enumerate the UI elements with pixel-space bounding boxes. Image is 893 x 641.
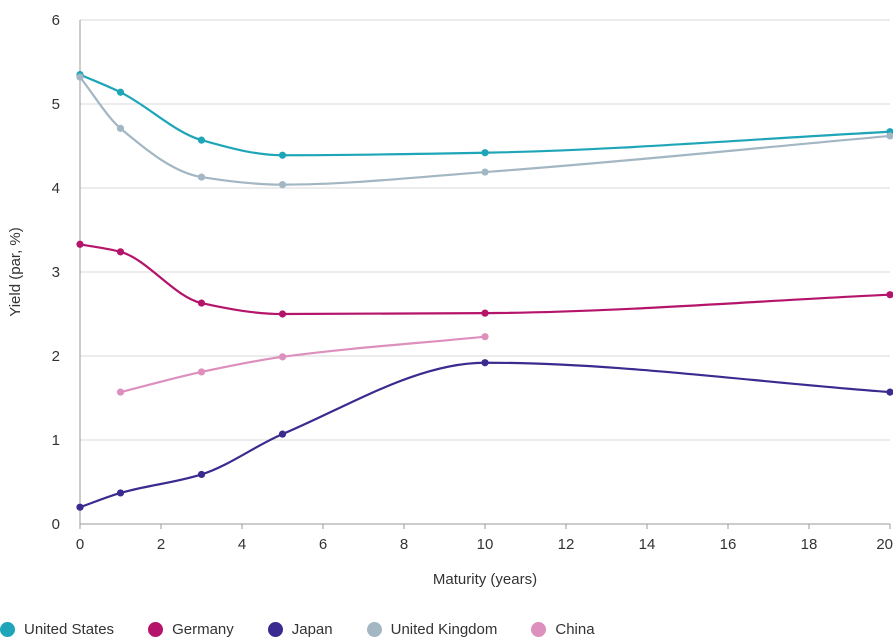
legend-label: Germany xyxy=(172,620,234,638)
data-point-japan xyxy=(481,359,489,367)
series-united-kingdom xyxy=(76,73,893,189)
x-tick-label: 18 xyxy=(801,536,818,553)
data-point-japan xyxy=(886,388,893,396)
legend-marker xyxy=(366,621,382,637)
data-point-united-states xyxy=(197,136,206,144)
data-point-united-states xyxy=(116,88,125,96)
y-axis-title: Yield (par, %) xyxy=(7,227,24,316)
legend-label: Japan xyxy=(291,620,333,638)
data-point-china xyxy=(481,333,489,341)
x-tick-label: 20 xyxy=(876,536,893,553)
data-point-united-kingdom xyxy=(116,124,125,132)
legend-marker xyxy=(148,621,164,637)
y-tick-label: 4 xyxy=(52,180,60,197)
data-point-united-kingdom xyxy=(886,132,893,140)
series-lines xyxy=(76,71,893,511)
data-point-germany xyxy=(116,248,125,256)
legend-label: United Kingdom xyxy=(390,620,498,638)
series-line-china xyxy=(120,335,486,394)
data-point-united-states xyxy=(278,151,287,159)
data-point-japan xyxy=(278,430,287,438)
x-tick-label: 4 xyxy=(238,536,246,553)
x-axis-title: Maturity (years) xyxy=(433,571,537,588)
x-tick-label: 0 xyxy=(76,536,84,553)
series-japan xyxy=(76,359,893,511)
data-point-united-kingdom xyxy=(278,181,287,189)
legend-item-china: China xyxy=(531,620,595,638)
series-line-united-kingdom xyxy=(79,76,891,186)
y-tick-label: 1 xyxy=(52,432,60,449)
data-point-china xyxy=(116,388,125,396)
x-tick-label: 2 xyxy=(157,536,165,553)
axes xyxy=(79,20,891,529)
gridlines xyxy=(80,19,890,441)
x-tick-label: 10 xyxy=(477,536,494,553)
data-point-japan xyxy=(116,489,125,497)
data-point-germany xyxy=(481,309,489,317)
y-tick-label: 5 xyxy=(52,96,60,113)
series-line-germany xyxy=(79,243,891,316)
data-point-united-kingdom xyxy=(76,73,84,81)
data-point-china xyxy=(197,368,206,376)
data-point-united-kingdom xyxy=(197,173,206,181)
data-point-germany xyxy=(886,291,893,299)
legend-label: China xyxy=(555,620,595,638)
legend-item-united-kingdom: United Kingdom xyxy=(366,620,498,638)
data-point-germany xyxy=(197,299,206,307)
legend-item-united-states: United States xyxy=(0,621,114,638)
legend-label: United States xyxy=(24,620,115,638)
data-point-germany xyxy=(278,310,287,318)
legend-marker xyxy=(531,621,547,637)
legend-marker xyxy=(267,621,283,637)
series-line-japan xyxy=(79,361,891,509)
series-united-states xyxy=(76,71,893,159)
x-tick-label: 14 xyxy=(639,536,656,553)
y-tick-label: 3 xyxy=(52,264,60,281)
y-tick-label: 2 xyxy=(52,348,60,365)
data-point-united-kingdom xyxy=(481,168,489,176)
x-tick-label: 16 xyxy=(720,536,737,553)
data-point-united-states xyxy=(481,149,489,157)
series-china xyxy=(116,333,489,396)
data-point-germany xyxy=(76,240,84,248)
y-tick-label: 0 xyxy=(52,516,60,533)
series-line-united-states xyxy=(79,73,891,157)
chart-legend: United States Germany Japan United Kingdom C… xyxy=(0,618,629,640)
legend-item-germany: Germany xyxy=(148,621,234,638)
legend-item-japan: Japan xyxy=(267,620,333,638)
x-tick-label: 6 xyxy=(319,536,327,553)
data-point-china xyxy=(278,353,287,361)
x-tick-label: 8 xyxy=(400,536,408,553)
data-point-japan xyxy=(76,503,84,511)
data-point-japan xyxy=(197,470,206,479)
y-tick-label: 6 xyxy=(52,12,60,29)
legend-marker xyxy=(0,621,15,637)
series-germany xyxy=(76,240,893,318)
x-tick-label: 12 xyxy=(558,536,575,553)
